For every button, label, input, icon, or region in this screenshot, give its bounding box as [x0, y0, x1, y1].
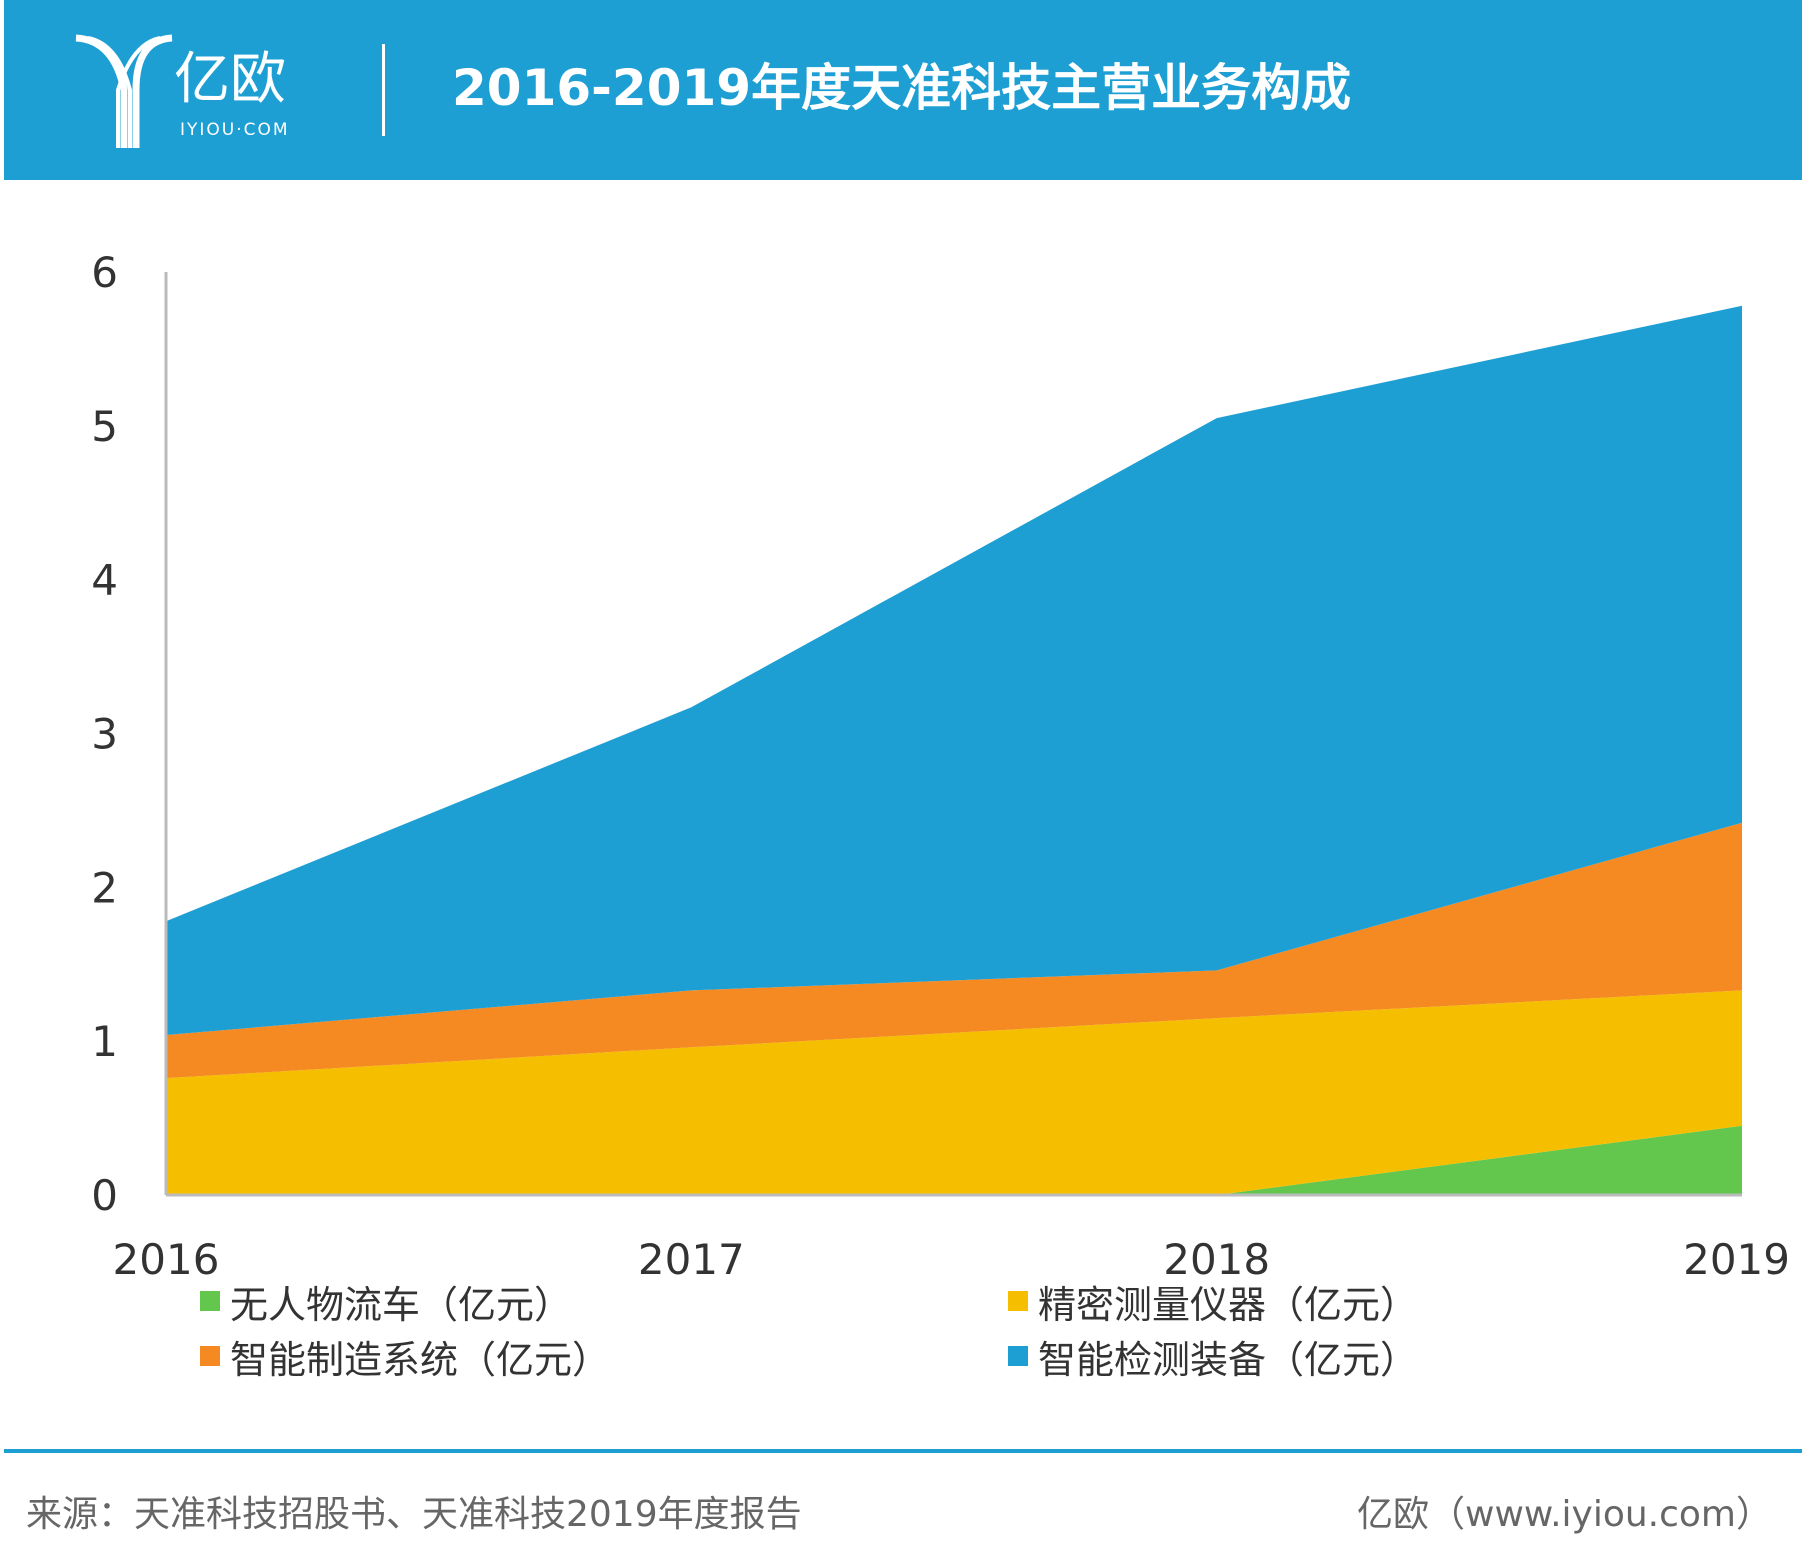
legend-item: 无人物流车（亿元）: [200, 1277, 572, 1327]
source-note: 来源：天准科技招股书、天准科技2019年度报告: [26, 1494, 802, 1535]
y-tick-label: 2: [91, 863, 118, 912]
legend-swatch: [200, 1291, 220, 1311]
y-tick-label: 3: [91, 710, 118, 759]
chart-title: 2016-2019年度天准科技主营业务构成: [452, 59, 1352, 117]
legend-label: 无人物流车（亿元）: [230, 1282, 573, 1327]
legend-label: 智能制造系统（亿元）: [230, 1337, 611, 1382]
x-tick-labels: 2016 2017 2018 2019: [113, 1235, 1790, 1284]
x-tick-label: 2019: [1683, 1235, 1790, 1284]
area-series-2: [166, 822, 1742, 1079]
y-tick-label: 4: [91, 556, 118, 605]
iyiou-logo-icon: [75, 34, 173, 148]
legend-swatch: [1008, 1346, 1028, 1366]
legend-item: 精密测量仪器（亿元）: [1008, 1277, 1418, 1327]
y-tick-label: 0: [91, 1171, 118, 1220]
area-series-3: [166, 305, 1742, 1035]
stacked-area-chart: 0 1 2 3 4 5 6 2016 2017 2018 2019: [91, 248, 1790, 1284]
area-layer: [166, 305, 1742, 1195]
x-tick-label: 2018: [1163, 1235, 1270, 1284]
x-tick-label: 2017: [638, 1235, 745, 1284]
brand-name: 亿欧: [174, 47, 286, 112]
header-banner: 亿欧 IYIOU·COM 2016-2019年度天准科技主营业务构成: [4, 0, 1802, 180]
y-tick-label: 1: [91, 1017, 118, 1066]
legend-item: 智能检测装备（亿元）: [1008, 1332, 1418, 1382]
y-tick-labels: 0 1 2 3 4 5 6: [91, 248, 118, 1220]
y-tick-label: 5: [91, 402, 118, 451]
credit-note: 亿欧（www.iyiou.com）: [1357, 1494, 1772, 1535]
legend-swatch: [200, 1346, 220, 1366]
legend-swatch: [1008, 1291, 1028, 1311]
legend-label: 精密测量仪器（亿元）: [1038, 1282, 1419, 1327]
area-series-0: [166, 1125, 1742, 1195]
header-divider: [382, 44, 385, 136]
footer-divider: [4, 1449, 1802, 1453]
y-tick-label: 6: [91, 248, 118, 297]
x-tick-label: 2016: [113, 1235, 220, 1284]
area-series-1: [166, 990, 1742, 1195]
legend-label: 智能检测装备（亿元）: [1038, 1337, 1419, 1382]
legend-item: 智能制造系统（亿元）: [200, 1332, 610, 1382]
brand-subtitle: IYIOU·COM: [180, 120, 290, 140]
